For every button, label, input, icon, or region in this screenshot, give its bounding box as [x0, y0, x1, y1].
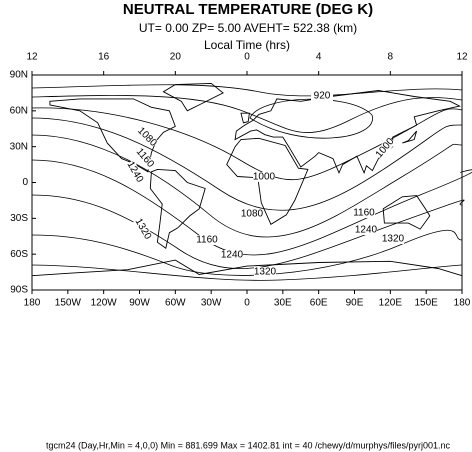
- bottom-tick-label: 150W: [55, 298, 82, 309]
- coastline: [49, 98, 176, 173]
- subtitle: UT= 0.00 ZP= 5.00 AVEHT= 522.38 (km): [139, 21, 357, 35]
- contour-line: [31, 194, 465, 269]
- coastline: [402, 130, 418, 144]
- contour-label-bg: [125, 159, 145, 185]
- top-axis-label: Local Time (hrs): [204, 38, 290, 52]
- contour-label-bg: [196, 235, 218, 245]
- contour-label: 1080: [135, 125, 159, 149]
- contour-label-bg: [254, 267, 276, 277]
- top-tick-label: 12: [456, 52, 468, 63]
- contour-label-bg: [311, 91, 333, 101]
- left-tick-label: 90N: [10, 70, 28, 81]
- left-tick-label: 60N: [10, 105, 28, 116]
- bottom-tick-label: 60W: [165, 298, 186, 309]
- footer: tgcm24 (Day,Hr,Min = 4,0,0) Min = 881.69…: [46, 440, 451, 450]
- contour-label: 1240: [221, 250, 244, 261]
- left-tick-label: 30S: [10, 213, 28, 224]
- left-tick-label: 30N: [10, 141, 28, 152]
- contour-label-bg: [135, 125, 159, 149]
- contour-label: 1080: [241, 209, 264, 220]
- top-tick-label: 8: [388, 52, 394, 63]
- bottom-tick-label: 90W: [129, 298, 150, 309]
- contour-label-bg: [134, 146, 156, 170]
- contour-label: 1320: [382, 234, 405, 245]
- bottom-tick-label: 120W: [91, 298, 118, 309]
- map-frame: [31, 74, 463, 291]
- top-tick-label: 4: [316, 52, 322, 63]
- contour-label-bg: [374, 136, 396, 160]
- bottom-tick-label: 60E: [310, 298, 328, 309]
- contour-label: 1320: [254, 267, 277, 278]
- contour-label-bg: [253, 172, 275, 182]
- contour-label: 1160: [196, 235, 218, 246]
- bottom-tick-label: 180: [24, 298, 41, 309]
- bottom-tick-label: 150E: [414, 298, 438, 309]
- top-tick-label: 12: [26, 52, 38, 63]
- coastline: [234, 90, 461, 175]
- contour-line: [31, 117, 463, 211]
- contour-label: 1000: [253, 172, 276, 183]
- contour-line: [31, 159, 472, 256]
- contour-line: [31, 264, 463, 281]
- left-tick-label: 90S: [10, 285, 28, 296]
- bottom-tick-label: 90E: [346, 298, 364, 309]
- contour-label: 1160: [353, 208, 375, 219]
- contour-label: 1320: [133, 217, 154, 242]
- coastline: [149, 168, 206, 249]
- contour-label: 1240: [355, 225, 378, 236]
- title: NEUTRAL TEMPERATURE (DEG K): [123, 1, 373, 18]
- bottom-tick-label: 180: [454, 298, 471, 309]
- top-tick-label: 20: [170, 52, 182, 63]
- top-tick-label: 16: [98, 52, 110, 63]
- contour-label-bg: [355, 225, 377, 235]
- left-tick-label: 60S: [10, 249, 28, 260]
- contour-label-bg: [382, 234, 404, 244]
- bottom-tick-label: 30E: [274, 298, 292, 309]
- bottom-tick-label: 30W: [201, 298, 222, 309]
- contour-line: [31, 134, 463, 238]
- coastline: [382, 195, 431, 230]
- contour-line: [31, 107, 463, 181]
- contour-label-bg: [241, 209, 263, 219]
- bottom-tick-label: 0: [244, 298, 250, 309]
- contour-label: 920: [314, 91, 331, 102]
- coastline: [240, 112, 250, 124]
- bottom-tick-label: 120E: [379, 298, 403, 309]
- left-tick-label: 0: [22, 177, 28, 188]
- top-tick-label: 0: [244, 52, 250, 63]
- contour-line: [249, 98, 373, 139]
- contour-label-bg: [221, 250, 243, 260]
- contour-line: [31, 84, 463, 97]
- contour-label: 1000: [374, 136, 397, 160]
- coastline: [31, 259, 463, 277]
- contour-label-bg: [353, 208, 375, 218]
- contour-label-bg: [133, 216, 153, 242]
- contour-line: [31, 95, 463, 133]
- coastline: [162, 82, 224, 112]
